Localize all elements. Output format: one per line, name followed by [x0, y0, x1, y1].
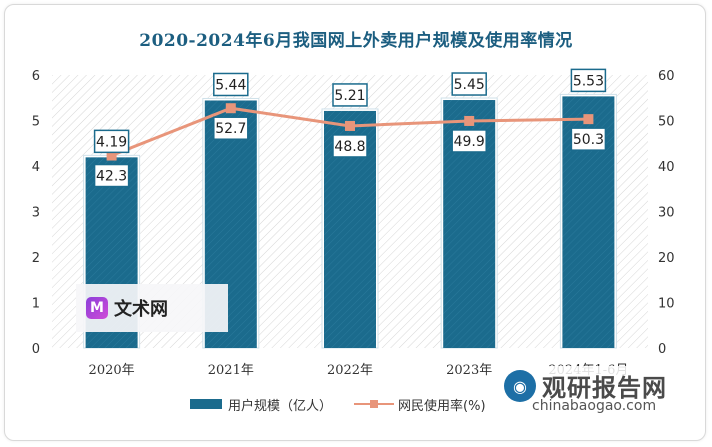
right-tick-30: 30 — [658, 206, 675, 221]
left-tick-2: 2 — [32, 251, 40, 266]
line-label-3: 49.9 — [451, 129, 487, 153]
line-label-3-text: 49.9 — [454, 134, 485, 150]
bar-label-2-box — [332, 83, 368, 107]
line-label-1-text: 52.7 — [215, 121, 246, 137]
bar-swatch — [190, 399, 222, 409]
legend-label-rate: 网民使用率(%) — [398, 398, 486, 414]
usage-point-3 — [464, 115, 475, 126]
left-tick-3: 3 — [32, 206, 40, 221]
usage-line — [106, 103, 594, 161]
right-tick-0: 0 — [658, 342, 666, 357]
x-tick-3: 2023年 — [446, 363, 492, 378]
line-swatch — [354, 399, 395, 409]
usage-point-1 — [225, 103, 236, 114]
bar-label-3-box — [451, 72, 487, 96]
bar-label-4-box — [570, 68, 607, 93]
x-tick-0: 2020年 — [89, 363, 135, 378]
m-logo-icon: M — [86, 297, 108, 319]
x-tick-1: 2021年 — [208, 363, 254, 378]
left-tick-4: 4 — [32, 160, 40, 175]
line-label-4-box — [570, 127, 607, 151]
legend-label-users: 用户规模（亿人） — [228, 398, 333, 414]
line-label-2-box — [332, 134, 368, 158]
bar-label-3: 5.45 — [451, 72, 487, 96]
legend-item-rate: 网民使用率(%) — [354, 395, 486, 414]
bar-label-0-text: 4.19 — [96, 134, 127, 150]
line-label-4: 50.3 — [570, 127, 607, 151]
guanyan-url: chinabaogao.com — [532, 398, 657, 414]
globe-icon: ◉ — [504, 370, 536, 402]
chart-title: 2020-2024年6月我国网上外卖用户规模及使用率情况 — [139, 31, 573, 51]
bar-label-4: 5.53 — [570, 68, 607, 93]
line-label-0: 42.3 — [93, 163, 130, 188]
bar-label-1: 5.44 — [213, 72, 249, 97]
bar-label-4-text: 5.53 — [573, 73, 604, 89]
line-value-labels: 42.3 52.7 48.8 49.9 50.3 — [93, 116, 607, 188]
x-tick-2: 2022年 — [327, 363, 373, 378]
guanyan-watermark: ◉ 观研报告网 chinabaogao.com — [500, 366, 700, 416]
line-label-3-box — [451, 129, 487, 153]
right-tick-60: 60 — [658, 69, 675, 84]
line-label-2: 48.8 — [332, 134, 368, 158]
bar-label-0: 4.19 — [93, 129, 130, 154]
left-axis: 0 1 2 3 4 5 6 — [32, 69, 40, 357]
bar-label-0-box — [93, 129, 130, 154]
right-tick-50: 50 — [658, 115, 675, 130]
line-label-0-text: 42.3 — [96, 169, 127, 185]
bar-label-2: 5.21 — [332, 83, 368, 107]
line-label-0-box — [93, 163, 130, 188]
wenshu-watermark: M 文术网 — [76, 284, 228, 332]
usage-point-0 — [106, 150, 117, 161]
bar-label-1-box — [213, 72, 249, 97]
line-label-2-text: 48.8 — [334, 139, 365, 155]
right-tick-10: 10 — [658, 297, 675, 312]
left-tick-0: 0 — [32, 342, 40, 357]
line-label-1: 52.7 — [213, 116, 249, 140]
left-tick-6: 6 — [32, 69, 40, 84]
usage-point-4 — [583, 114, 594, 125]
line-label-4-text: 50.3 — [573, 132, 604, 148]
right-tick-20: 20 — [658, 251, 675, 266]
wenshu-text: 文术网 — [114, 299, 168, 320]
left-tick-1: 1 — [32, 297, 40, 312]
bar-value-labels: 4.19 5.44 5.21 5.45 5.53 — [93, 68, 607, 154]
legend: 用户规模（亿人） 网民使用率(%) — [190, 389, 520, 419]
right-tick-40: 40 — [658, 160, 675, 175]
legend-item-users: 用户规模（亿人） — [190, 395, 332, 414]
line-label-1-box — [213, 116, 249, 140]
bar-label-1-text: 5.44 — [215, 77, 246, 93]
usage-point-2 — [345, 120, 355, 131]
bar-label-3-text: 5.45 — [454, 77, 485, 93]
guanyan-text: 观研报告网 — [542, 374, 667, 402]
left-tick-5: 5 — [32, 115, 40, 130]
bar-label-2-text: 5.21 — [334, 88, 365, 104]
right-axis: 0 10 20 30 40 50 60 — [658, 69, 675, 357]
